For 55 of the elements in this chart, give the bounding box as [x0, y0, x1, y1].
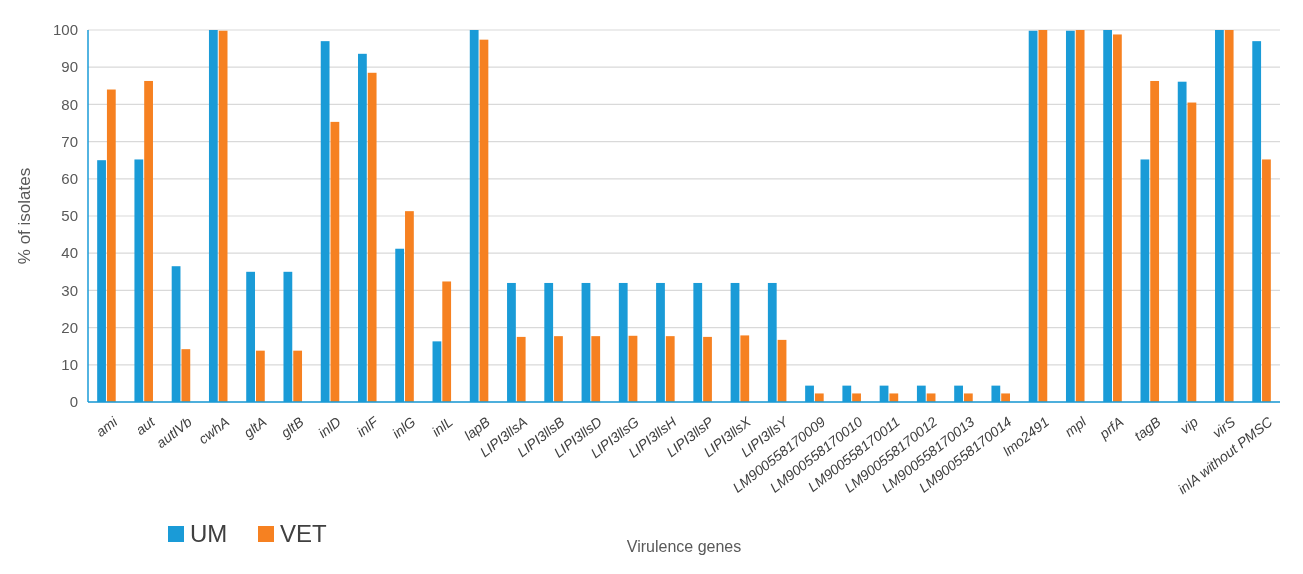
- x-tick-label: gltB: [277, 413, 307, 441]
- bar: [144, 80, 153, 402]
- x-tick-label: mpl: [1061, 412, 1090, 440]
- bar: [106, 89, 116, 402]
- bar: [665, 336, 675, 402]
- bar: [181, 349, 191, 402]
- bar: [554, 336, 563, 402]
- x-tick-label: vip: [1176, 413, 1202, 438]
- bar: [293, 350, 303, 402]
- legend-label: UM: [190, 520, 228, 548]
- bar: [814, 393, 824, 402]
- y-tick-label: 30: [61, 281, 78, 299]
- y-axis-title: % of isolates: [15, 167, 34, 265]
- x-tick-label: inlD: [315, 413, 344, 441]
- x-axis-title: Virulence genes: [626, 538, 742, 555]
- bar: [591, 336, 601, 402]
- y-tick-label: 0: [69, 393, 78, 411]
- x-tick-label: gltA: [240, 413, 270, 441]
- y-tick-label: 80: [61, 95, 78, 113]
- x-tick-label: inlF: [353, 412, 383, 440]
- x-tick-label: inlL: [428, 413, 456, 440]
- y-tick-label: 10: [61, 356, 78, 374]
- y-tick-label: 50: [61, 207, 78, 225]
- bar: [218, 30, 228, 402]
- y-tick-label: 90: [61, 58, 78, 76]
- y-tick-label: 100: [52, 21, 78, 39]
- bar: [703, 336, 712, 402]
- bar: [367, 72, 377, 402]
- bar: [330, 121, 340, 402]
- bar: [255, 350, 265, 402]
- bar: [1113, 34, 1122, 402]
- bar: [1001, 393, 1010, 402]
- bar: [405, 211, 414, 402]
- bar: [889, 393, 899, 402]
- y-tick-label: 70: [61, 132, 78, 150]
- bar: [1262, 159, 1271, 402]
- bar: [516, 336, 526, 402]
- bar: [740, 335, 750, 402]
- bar: [1224, 30, 1234, 402]
- bar: [1075, 30, 1085, 402]
- bar: [1187, 102, 1197, 402]
- x-tick-label: inlG: [388, 413, 419, 442]
- bar: [442, 281, 452, 402]
- y-tick-label: 20: [61, 318, 78, 336]
- bar: [1038, 30, 1048, 402]
- bar: [1150, 80, 1160, 402]
- y-tick-label: 40: [61, 244, 78, 262]
- x-tick-label: aut: [132, 412, 159, 439]
- legend-label: VET: [280, 520, 328, 548]
- y-tick-label: 60: [61, 170, 78, 188]
- bar: [852, 393, 861, 402]
- x-tick-label: ami: [92, 412, 122, 440]
- bar: [963, 393, 973, 402]
- bar: [479, 39, 489, 402]
- x-tick-label: virS: [1209, 413, 1239, 441]
